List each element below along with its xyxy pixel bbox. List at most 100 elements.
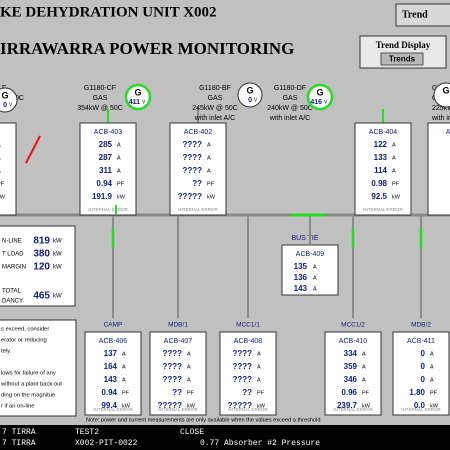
breaker-panel[interactable] [84, 331, 142, 416]
breaker-unit: PF [257, 390, 265, 396]
breaker-unit: A [187, 351, 191, 357]
generator-voltage: 411 [129, 99, 140, 106]
breaker-reading: 0.94 [96, 179, 112, 188]
breaker-unit: kW [430, 403, 439, 409]
breaker-panel[interactable] [392, 331, 450, 416]
breaker-reading: ???? [182, 153, 202, 162]
breaker-reading: 0 [421, 349, 426, 358]
summary-box [0, 225, 76, 307]
breaker-reading: 122 [374, 140, 388, 149]
breaker-reading: 239.7 [337, 401, 358, 410]
breaker-reading: ???? [182, 140, 202, 149]
breaker-unit: kW [0, 194, 6, 200]
breaker-unit: A [257, 364, 261, 370]
breaker-panel[interactable] [354, 122, 412, 216]
breaker-reading: 92.5 [371, 192, 387, 201]
breaker-panel[interactable] [427, 122, 450, 216]
breaker-id: ACB-406 [99, 338, 128, 345]
note-line: lows for failure of any [1, 371, 56, 377]
breaker-reading: 311 [99, 166, 112, 175]
load-name: MDB/2 [411, 322, 431, 329]
breaker-unit: kW [117, 194, 126, 200]
generator-symbol[interactable] [0, 87, 18, 113]
trend-button-label[interactable]: Trend [402, 9, 428, 20]
breaker-reading: 99.4 [101, 401, 117, 410]
breaker-unit: A [207, 168, 211, 174]
breaker-reading: 285 [99, 140, 113, 149]
alarm-text: TEST2 [75, 428, 99, 437]
breaker-unit: A [257, 377, 261, 383]
generator-fuel: GAS [208, 95, 223, 102]
note-line: tely. [1, 349, 12, 355]
breaker-panel[interactable] [79, 122, 137, 216]
breaker-reading: 0.0 [414, 401, 426, 410]
note-line: without a plant back out [0, 382, 62, 388]
breaker-panel[interactable] [169, 122, 227, 216]
load-name: CAMP [104, 322, 123, 329]
breaker-unit: PF [187, 390, 195, 396]
breaker-reading: 143 [294, 284, 308, 293]
breaker-reading: 0.98 [371, 179, 387, 188]
breaker-reading: ????? [158, 401, 183, 410]
breaker-unit: PF [392, 181, 400, 187]
breaker-unit: PF [0, 181, 5, 187]
summary-value: 465 [33, 291, 50, 302]
breaker-unit: PF [122, 390, 130, 396]
screen-subtitle: IRRAWARRA POWER MONITORING [0, 39, 294, 58]
open-breaker [25, 135, 41, 164]
breaker-unit: PF [430, 390, 438, 396]
breaker-reading: ?? [172, 388, 182, 397]
breaker-unit: A [122, 364, 126, 370]
generator-voltage: 416 [310, 99, 322, 106]
generator-rating: 240kW @ 50C [267, 105, 313, 112]
breaker-reading: 136 [294, 273, 308, 282]
breaker-panel[interactable] [219, 331, 277, 416]
generator-rating: 225kW [432, 105, 450, 112]
note-line: r if an on-line [1, 404, 35, 410]
alarm-text: 0.77 Absorber #2 Pressure [200, 439, 320, 448]
notes-box [0, 319, 77, 417]
breaker-reading: 135 [294, 262, 308, 271]
breaker-unit: A [392, 168, 396, 174]
breaker-status: INTERNAL ERROR [401, 407, 441, 412]
breaker-reading: 1.80 [409, 388, 425, 397]
generator-symbol[interactable] [306, 83, 334, 111]
generator-symbol[interactable] [433, 82, 450, 108]
generator-symbol[interactable] [237, 82, 263, 108]
breaker-unit: A [362, 364, 366, 370]
breaker-unit: A [430, 364, 434, 370]
trend-button[interactable] [395, 3, 450, 27]
breaker-unit: A [313, 264, 317, 270]
summary-value: 120 [33, 262, 50, 273]
breaker-reading: ???? [182, 166, 202, 175]
breaker-unit: A [0, 168, 1, 174]
breaker-reading: ?? [192, 179, 202, 188]
breaker-unit: kW [392, 194, 401, 200]
breaker-unit: kW [122, 403, 131, 409]
generator-symbol[interactable] [124, 83, 152, 111]
trends-button[interactable] [380, 52, 424, 66]
trends-button-label[interactable]: Trends [389, 55, 416, 64]
generator-note: with inlet A/C [194, 115, 235, 122]
breaker-panel[interactable] [149, 331, 207, 416]
breaker-unit: A [430, 377, 434, 383]
generator-voltage-unit: V [254, 97, 258, 103]
breaker-unit: A [122, 377, 126, 383]
breaker-reading: 143 [104, 375, 118, 384]
breaker-panel[interactable] [324, 331, 382, 416]
breaker-unit: kW [207, 194, 216, 200]
breaker-status: INTERNAL ERROR [158, 407, 198, 412]
breaker-unit: A [362, 377, 366, 383]
breaker-panel[interactable] [0, 122, 17, 216]
breaker-id: ACB-403 [94, 129, 123, 136]
breaker-unit: kW [257, 403, 266, 409]
summary-unit: kW [53, 252, 62, 258]
generator-name: G1180-CF [84, 85, 116, 92]
generator-note: with inlet A/C [269, 115, 310, 122]
load-name: MCC1/1 [236, 322, 260, 329]
breaker-reading: 133 [374, 153, 388, 162]
breaker-unit: A [392, 155, 396, 161]
breaker-id: ACB-408 [234, 338, 263, 345]
alarm-text: 7 TIRRA [2, 428, 36, 437]
